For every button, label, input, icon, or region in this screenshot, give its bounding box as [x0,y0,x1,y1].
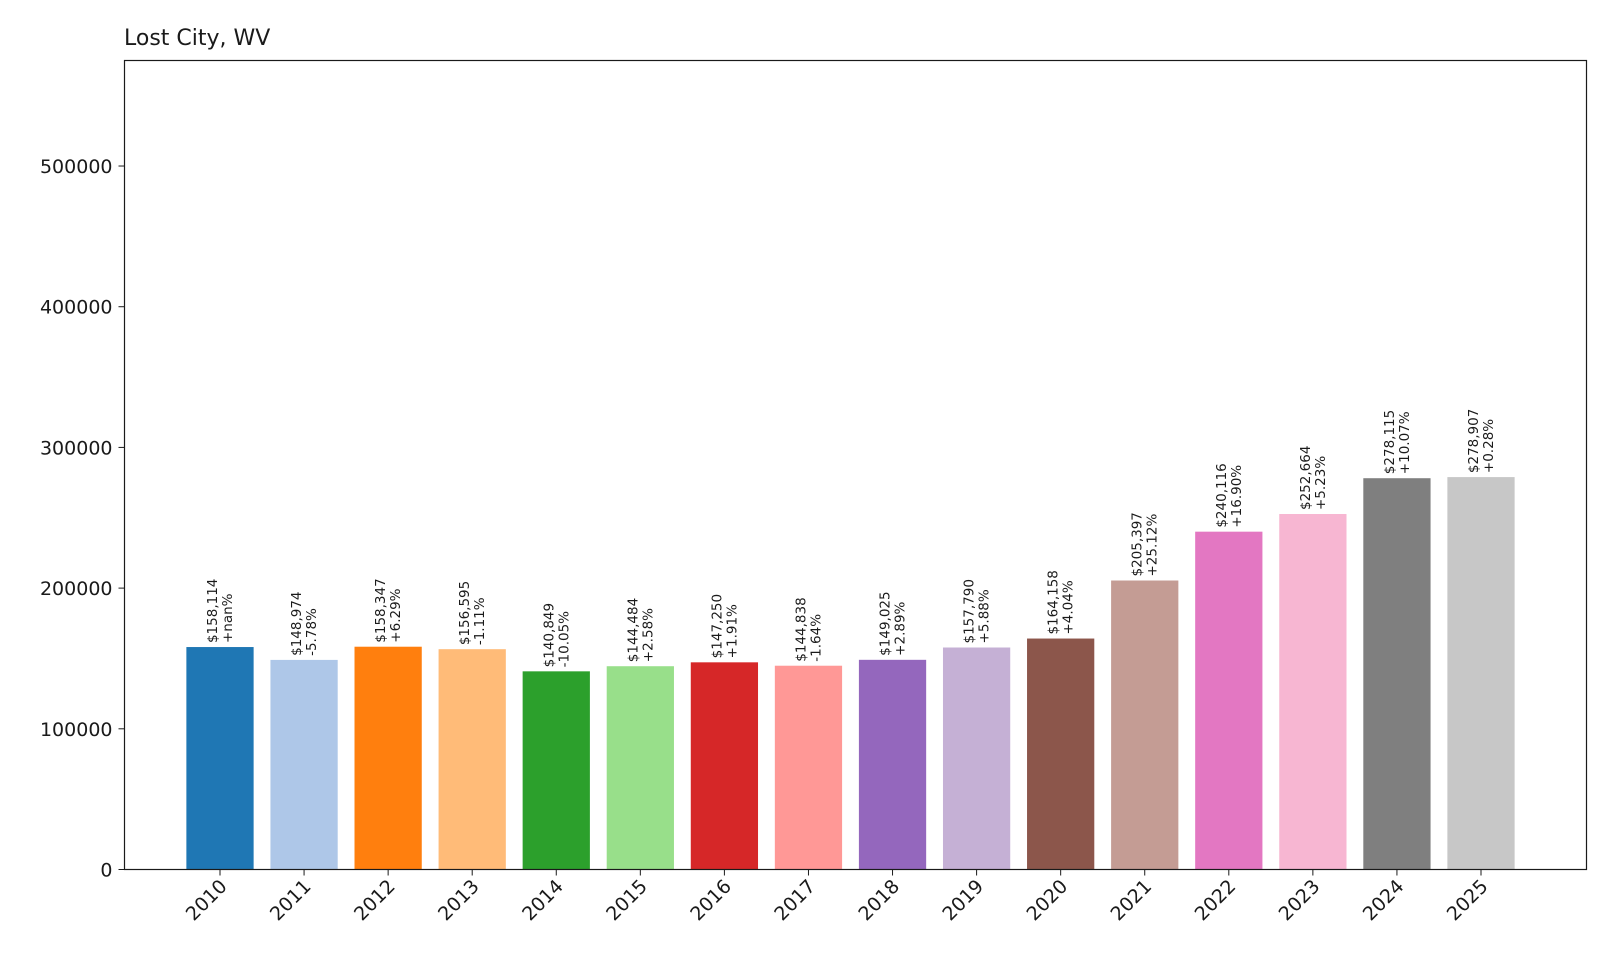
x-tick-label: 2018 [854,875,904,925]
bar-2017 [774,665,843,870]
bar-label-2022: $240,116 +16.90% [1214,463,1245,527]
x-tick-label: 2016 [686,875,736,925]
bar-label-2017: $144,838 -1.64% [793,597,824,661]
y-tick-label: 500000 [40,156,113,178]
x-tick-label: 2014 [518,875,568,925]
bar-2019 [942,647,1011,870]
bar-change-label: +25.12% [1145,514,1161,577]
bar-value-label: $157,790 [962,579,978,643]
bar-2020 [1027,638,1095,870]
y-tick-label: 300000 [40,437,113,459]
bar-change-label: +4.04% [1061,580,1077,634]
bar-label-2025: $278,907 +0.28% [1466,409,1497,473]
bar-value-label: $240,116 [1214,463,1230,527]
bar-change-label: +10.07% [1397,411,1413,474]
bar-change-label: +0.28% [1481,419,1497,473]
x-tick-label: 2017 [770,875,820,925]
bar-2024 [1363,478,1431,870]
bar-change-label: -1.11% [472,597,488,645]
y-tick-label: 100000 [40,719,113,741]
bar-label-2018: $149,025 +2.89% [878,591,909,655]
bar-label-2020: $164,158 +4.04% [1046,570,1077,634]
bar-change-label: +5.23% [1313,456,1329,510]
bar-label-2014: $140,849 -10.05% [541,603,572,667]
bar-value-label: $158,347 [373,578,389,642]
bar-value-label: $147,250 [709,594,725,658]
x-tick-label: 2011 [266,875,316,925]
bar-value-label: $149,025 [878,591,894,655]
y-tick-label: 200000 [40,578,113,600]
x-tick-label: 2025 [1443,875,1493,925]
y-tick-label: 400000 [40,297,113,319]
bar-value-label: $278,907 [1466,409,1482,473]
y-axis: 0 100000 200000 300000 400000 500000 [40,156,125,882]
x-tick-label: 2010 [182,875,232,925]
bar-2015 [606,666,674,870]
bar-label-2023: $252,664 +5.23% [1298,446,1329,510]
bar-value-label: $140,849 [541,603,557,667]
bar-value-label: $252,664 [1298,446,1314,510]
plot-frame [123,59,1588,871]
x-tick-label: 2020 [1022,875,1072,925]
x-tick-label: 2024 [1359,875,1409,925]
bar-label-2016: $147,250 +1.91% [709,594,740,658]
bar-2012 [354,646,422,870]
x-tick-label: 2013 [434,875,484,925]
bar-label-2011: $148,974 -5.78% [289,591,320,655]
x-tick-label: 2015 [602,875,652,925]
bar-change-label: -1.64% [808,614,824,662]
bar-change-label: +2.58% [640,608,656,662]
bar-label-2013: $156,595 -1.11% [457,581,488,645]
bar-change-label: +5.88% [977,589,993,643]
bar-value-label: $144,484 [625,598,641,662]
bar-value-label: $148,974 [289,591,305,655]
bar-2016 [690,662,759,870]
bar-label-2019: $157,790 +5.88% [962,579,993,643]
x-tick-label: 2022 [1191,875,1241,925]
bar-value-label: $278,115 [1382,410,1398,474]
bar-value-label: $144,838 [793,597,809,661]
bar-label-2024: $278,115 +10.07% [1382,410,1413,474]
bar-change-label: +16.90% [1229,465,1245,528]
bar-2013 [438,649,506,870]
bar-change-label: +6.29% [388,588,404,642]
bar-change-label: -10.05% [556,611,572,668]
bar-2021 [1111,580,1179,870]
bar-label-2021: $205,397 +25.12% [1130,512,1161,576]
bar-label-2012: $158,347 +6.29% [373,578,404,642]
bar-label-2015: $144,484 +2.58% [625,598,656,662]
x-tick-label: 2023 [1275,875,1325,925]
bar-2011 [270,659,338,870]
bar-change-label: +nan% [220,593,236,643]
bar-value-label: $156,595 [457,581,473,645]
bar-2010 [186,647,254,870]
x-axis: 2010 2011 2012 2013 2014 2015 2016 2017 2018 2019… [182,869,1493,925]
bar-label-2010: $158,114 +nan% [205,579,236,643]
x-tick-label: 2021 [1107,875,1157,925]
x-tick-label: 2012 [350,875,400,925]
bar-value-label: $164,158 [1046,570,1062,634]
bar-value-label: $205,397 [1130,512,1146,576]
bar-2022 [1195,531,1263,870]
bars: $158,114 +nan% $148,974 -5.78% $158,347 +6.29… [186,409,1515,870]
x-tick-label: 2019 [938,875,988,925]
bar-2023 [1279,514,1347,870]
bar-2018 [858,659,927,870]
bar-2025 [1447,477,1515,870]
chart-title: Lost City, WV [124,26,270,51]
bar-value-label: $158,114 [205,579,221,643]
bar-change-label: +2.89% [893,601,909,655]
bar-change-label: +1.91% [724,604,740,658]
bar-2014 [522,671,590,870]
bar-change-label: -5.78% [304,608,320,656]
y-tick-label: 0 [100,860,112,882]
